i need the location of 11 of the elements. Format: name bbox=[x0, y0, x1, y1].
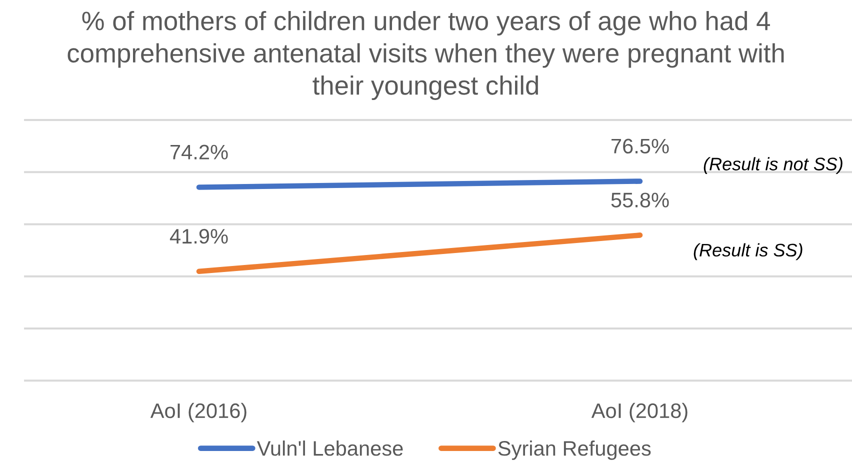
x-tick-label: AoI (2018) bbox=[591, 402, 688, 422]
annotation: (Result is SS) bbox=[694, 243, 802, 260]
x-tick-label: AoI (2016) bbox=[150, 402, 246, 422]
data-label: 76.5% bbox=[612, 138, 669, 154]
data-label: 55.8% bbox=[611, 192, 669, 208]
chart-title: % of mothers of children under two years of age who had 4 comprehensive antenatal visits when they were pregnant with their youngest child bbox=[68, 10, 784, 100]
legend-label: Syrian Refugees bbox=[498, 440, 651, 460]
legend-label: Vuln'l Lebanese bbox=[256, 440, 403, 456]
annotation: (Result is not SS) bbox=[704, 157, 842, 174]
data-label: 74.2% bbox=[170, 144, 228, 160]
data-label: 41.9% bbox=[170, 228, 228, 244]
